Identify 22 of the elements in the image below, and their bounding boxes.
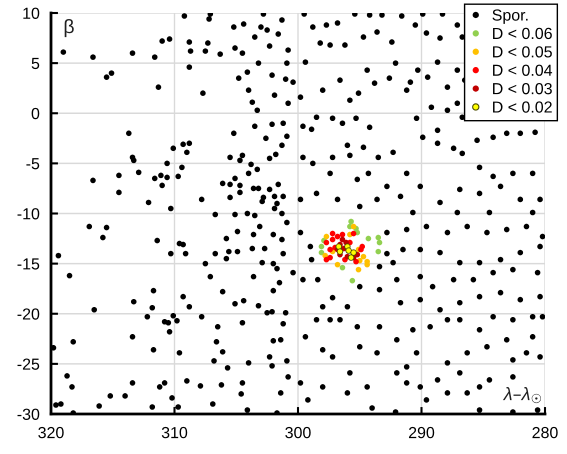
x-axis-title: λ–λ$_{☉}$ (502, 387, 541, 404)
y-tick-label: -10 (18, 208, 40, 220)
y-tick-label: -25 (18, 358, 40, 370)
y-tick-label: 10 (23, 8, 40, 19)
y-tick-label: -20 (18, 308, 40, 320)
y-tick-label: 5 (32, 58, 40, 70)
legend-label: D < 0.05 (493, 46, 552, 58)
x-tick-label: 310 (162, 426, 188, 438)
y-tick-label: -30 (18, 408, 40, 420)
legend-label: D < 0.06 (493, 28, 552, 40)
x-tick-label: 290 (408, 426, 434, 438)
x-tick-label: 300 (285, 426, 311, 438)
x-tick-label: 280 (532, 426, 558, 438)
y-tick-label: 0 (32, 108, 40, 120)
y-axis-title: β (64, 19, 74, 38)
legend-label: Spor. (492, 9, 528, 24)
y-tick-label: -5 (26, 158, 40, 170)
x-tick-label: 320 (38, 426, 64, 438)
legend-label: D < 0.03 (493, 83, 552, 94)
y-tick-label: -15 (18, 258, 40, 270)
legend-label: D < 0.04 (493, 64, 552, 76)
legend-label: D < 0.02 (493, 101, 552, 113)
